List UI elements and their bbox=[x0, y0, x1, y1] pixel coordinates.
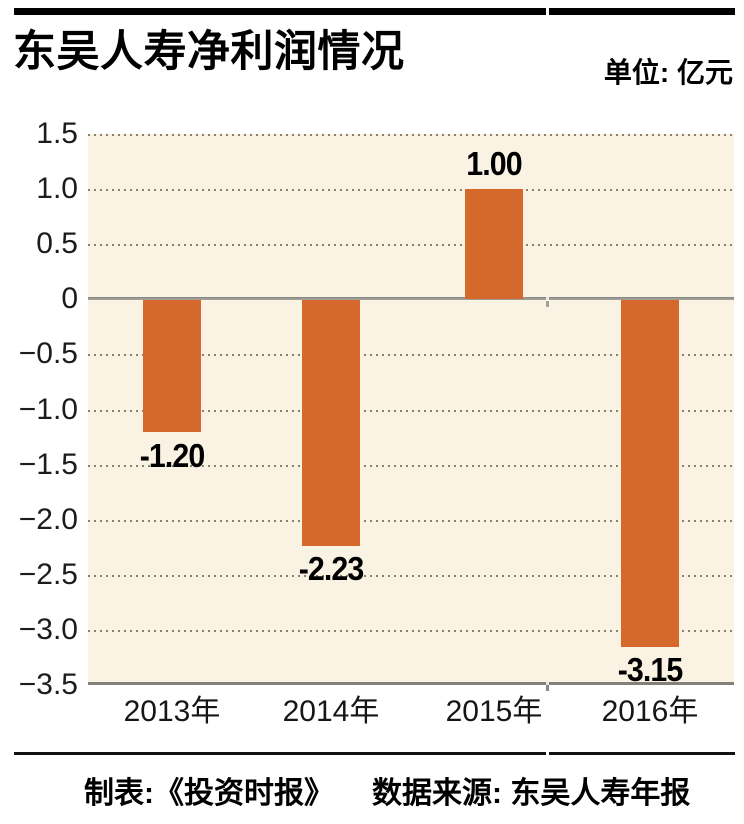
print-seam bbox=[546, 301, 549, 308]
footer-rule bbox=[14, 752, 735, 755]
gridline bbox=[88, 520, 734, 522]
bar-2013 bbox=[143, 300, 201, 432]
zero-axis-line bbox=[88, 297, 734, 301]
unit-label: 单位: 亿元 bbox=[603, 57, 733, 88]
print-seam bbox=[546, 682, 549, 685]
y-tick-label: −1.0 bbox=[18, 393, 78, 426]
y-tick-label: 1.0 bbox=[36, 172, 78, 205]
footer: 制表:《投资时报》 数据来源: 东吴人寿年报 bbox=[84, 768, 690, 812]
y-tick-label: −3.5 bbox=[18, 668, 78, 701]
top-rule bbox=[14, 8, 735, 15]
gridline bbox=[88, 410, 734, 412]
y-tick-label: −2.5 bbox=[18, 558, 78, 591]
x-axis-label-2014: 2014年 bbox=[282, 695, 380, 728]
y-tick-label: 0 bbox=[61, 282, 78, 315]
gridline bbox=[88, 354, 734, 356]
value-label-2013: -1.20 bbox=[139, 437, 206, 474]
print-seam bbox=[546, 297, 549, 302]
value-label-2015: 1.00 bbox=[466, 145, 522, 182]
gridline bbox=[88, 244, 734, 246]
credit-text: 制表:《投资时报》 bbox=[84, 777, 334, 810]
chart-title: 东吴人寿净利润情况 bbox=[13, 28, 405, 76]
y-tick-label: −2.0 bbox=[18, 503, 78, 536]
x-axis-label-2015: 2015年 bbox=[445, 695, 543, 728]
print-seam bbox=[546, 8, 549, 15]
y-tick-label: −0.5 bbox=[18, 337, 78, 370]
value-label-2016: -3.15 bbox=[617, 651, 684, 688]
x-axis-line bbox=[88, 682, 734, 685]
bar-2015 bbox=[465, 189, 523, 299]
bar-2014 bbox=[302, 300, 360, 546]
gridline bbox=[88, 575, 734, 577]
gridline bbox=[88, 189, 734, 191]
y-tick-label: −1.5 bbox=[18, 448, 78, 481]
gridline bbox=[88, 465, 734, 467]
y-tick-label: −3.0 bbox=[18, 613, 78, 646]
print-seam bbox=[546, 685, 549, 691]
print-seam bbox=[546, 752, 549, 755]
gridline bbox=[88, 134, 734, 136]
plot-area: -1.20 -2.23 1.00 -3.15 bbox=[88, 134, 734, 691]
gridline bbox=[88, 630, 734, 632]
x-axis-label-2016: 2016年 bbox=[601, 695, 699, 728]
source-text: 数据来源: 东吴人寿年报 bbox=[372, 777, 691, 810]
bar-2016 bbox=[621, 300, 679, 647]
value-label-2014: -2.23 bbox=[298, 550, 365, 587]
y-tick-label: 0.5 bbox=[36, 227, 78, 260]
x-axis-label-2013: 2013年 bbox=[123, 695, 221, 728]
y-tick-label: 1.5 bbox=[36, 117, 78, 150]
